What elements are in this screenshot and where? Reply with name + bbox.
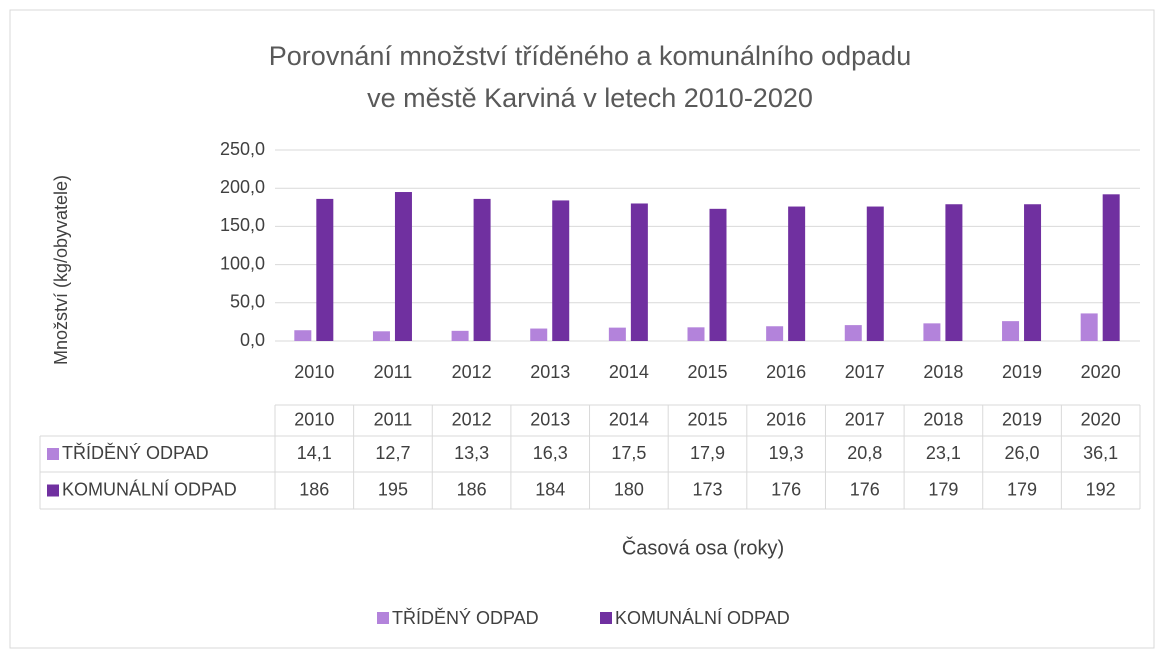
table-value: 186 — [457, 479, 487, 499]
x-tick-label: 2018 — [923, 362, 963, 382]
bar — [530, 328, 548, 341]
x-tick-label: 2013 — [530, 362, 570, 382]
legend-label: KOMUNÁLNÍ ODPAD — [615, 608, 790, 628]
table-legend-key — [47, 484, 59, 497]
table-value: 173 — [692, 479, 722, 499]
x-tick-label: 2016 — [766, 362, 806, 382]
bar — [709, 208, 727, 341]
x-axis-label: Časová osa (roky) — [622, 536, 784, 559]
table-value: 13,3 — [454, 443, 489, 463]
table-value: 17,9 — [690, 443, 725, 463]
table-value: 12,7 — [375, 443, 410, 463]
table-value: 192 — [1086, 479, 1116, 499]
x-tick-label: 2011 — [374, 362, 413, 382]
x-tick-label: 2012 — [452, 362, 492, 382]
bar — [294, 330, 312, 341]
table-value: 186 — [299, 479, 329, 499]
table-value: 195 — [378, 479, 408, 499]
bar — [923, 323, 941, 341]
table-value: 17,5 — [611, 443, 646, 463]
bar — [866, 206, 884, 341]
table-value: 26,0 — [1005, 443, 1040, 463]
x-tick-label: 2014 — [609, 362, 649, 382]
y-tick-label: 150,0 — [220, 215, 265, 235]
bar — [552, 200, 570, 341]
table-value: 20,8 — [847, 443, 882, 463]
table-value: 180 — [614, 479, 644, 499]
bar — [473, 198, 491, 341]
table-value: 179 — [928, 479, 958, 499]
table-value: 176 — [771, 479, 801, 499]
table-header: 2010 — [294, 409, 334, 429]
legend-key — [377, 612, 389, 624]
x-tick-label: 2015 — [687, 362, 727, 382]
y-tick-label: 50,0 — [230, 292, 265, 312]
table-header: 2019 — [1002, 409, 1042, 429]
table-header: 2020 — [1081, 409, 1121, 429]
bar — [945, 204, 963, 341]
bar — [766, 326, 784, 341]
chart-title: ve městě Karviná v letech 2010-2020 — [367, 83, 813, 113]
table-row-label: KOMUNÁLNÍ ODPAD — [62, 479, 237, 499]
table-value: 36,1 — [1083, 443, 1118, 463]
table-header: 2015 — [687, 409, 727, 429]
table-value: 176 — [850, 479, 880, 499]
bar — [630, 203, 648, 341]
bar — [687, 327, 705, 341]
table-header: 2017 — [845, 409, 885, 429]
y-tick-label: 250,0 — [220, 139, 265, 159]
legend-label: TŘÍDĚNÝ ODPAD — [392, 608, 539, 628]
table-header: 2018 — [923, 409, 963, 429]
bar — [394, 192, 412, 341]
chart-border — [9, 9, 1155, 649]
y-axis-label: Množství (kg/obyvatele) — [51, 175, 71, 365]
table-legend-key — [47, 448, 59, 460]
x-tick-label: 2017 — [845, 362, 885, 382]
table-value: 179 — [1007, 479, 1037, 499]
table-value: 14,1 — [297, 443, 332, 463]
bar — [788, 206, 806, 341]
y-tick-label: 0,0 — [240, 330, 265, 350]
table-header: 2014 — [609, 409, 649, 429]
bar — [316, 198, 334, 341]
table-value: 19,3 — [769, 443, 804, 463]
table-header: 2011 — [374, 409, 413, 429]
chart-title: Porovnání množství tříděného a komunální… — [269, 41, 911, 71]
table-header: 2013 — [530, 409, 570, 429]
bar — [451, 330, 469, 341]
x-tick-label: 2010 — [294, 362, 334, 382]
bar — [608, 327, 626, 341]
bar — [1102, 194, 1120, 341]
x-tick-label: 2019 — [1002, 362, 1042, 382]
table-value: 184 — [535, 479, 565, 499]
bar — [1002, 321, 1020, 341]
table-value: 23,1 — [926, 443, 961, 463]
bar — [1024, 204, 1042, 341]
bar — [372, 331, 390, 341]
y-tick-label: 100,0 — [220, 253, 265, 273]
legend-key — [600, 612, 612, 624]
bar — [844, 325, 862, 341]
y-tick-label: 200,0 — [220, 177, 265, 197]
table-header: 2012 — [452, 409, 492, 429]
bar — [1080, 313, 1098, 341]
x-tick-label: 2020 — [1081, 362, 1121, 382]
table-value: 16,3 — [533, 443, 568, 463]
table-header: 2016 — [766, 409, 806, 429]
table-row-label: TŘÍDĚNÝ ODPAD — [62, 443, 209, 463]
